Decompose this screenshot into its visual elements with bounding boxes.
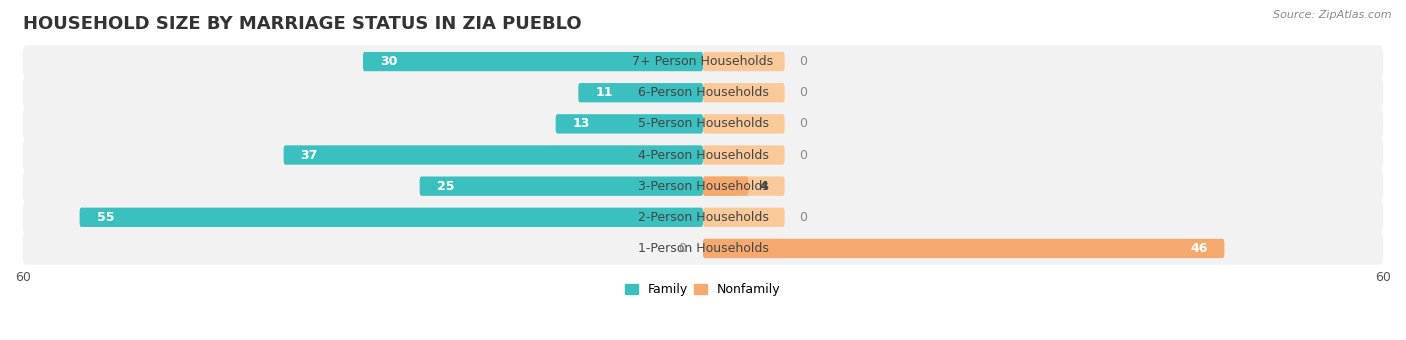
Text: Source: ZipAtlas.com: Source: ZipAtlas.com <box>1274 10 1392 20</box>
Text: 0: 0 <box>678 242 686 255</box>
FancyBboxPatch shape <box>80 208 703 227</box>
FancyBboxPatch shape <box>22 76 1384 109</box>
Text: HOUSEHOLD SIZE BY MARRIAGE STATUS IN ZIA PUEBLO: HOUSEHOLD SIZE BY MARRIAGE STATUS IN ZIA… <box>22 15 582 33</box>
FancyBboxPatch shape <box>22 201 1384 234</box>
Text: 13: 13 <box>572 117 591 130</box>
FancyBboxPatch shape <box>22 108 1384 140</box>
FancyBboxPatch shape <box>703 239 785 258</box>
FancyBboxPatch shape <box>22 139 1384 171</box>
Text: 4-Person Households: 4-Person Households <box>630 149 776 162</box>
Text: 0: 0 <box>800 55 807 68</box>
Text: 37: 37 <box>301 149 318 162</box>
Text: 0: 0 <box>800 211 807 224</box>
Text: 5-Person Households: 5-Person Households <box>630 117 776 130</box>
Text: 0: 0 <box>800 149 807 162</box>
Text: 11: 11 <box>595 86 613 99</box>
Text: 0: 0 <box>800 86 807 99</box>
Text: 3-Person Households: 3-Person Households <box>630 180 776 193</box>
Text: 30: 30 <box>380 55 398 68</box>
FancyBboxPatch shape <box>22 232 1384 265</box>
FancyBboxPatch shape <box>22 170 1384 202</box>
FancyBboxPatch shape <box>703 52 785 71</box>
Text: 25: 25 <box>437 180 454 193</box>
FancyBboxPatch shape <box>703 176 785 196</box>
Legend: Family, Nonfamily: Family, Nonfamily <box>620 278 786 301</box>
FancyBboxPatch shape <box>703 208 785 227</box>
FancyBboxPatch shape <box>22 45 1384 78</box>
FancyBboxPatch shape <box>419 176 703 196</box>
FancyBboxPatch shape <box>703 239 1225 258</box>
Text: 2-Person Households: 2-Person Households <box>630 211 776 224</box>
FancyBboxPatch shape <box>578 83 703 102</box>
FancyBboxPatch shape <box>703 114 785 134</box>
FancyBboxPatch shape <box>703 83 785 102</box>
Text: 55: 55 <box>97 211 114 224</box>
Text: 7+ Person Households: 7+ Person Households <box>624 55 782 68</box>
FancyBboxPatch shape <box>363 52 703 71</box>
Text: 1-Person Households: 1-Person Households <box>630 242 776 255</box>
FancyBboxPatch shape <box>284 146 703 165</box>
Text: 0: 0 <box>800 117 807 130</box>
FancyBboxPatch shape <box>703 176 748 196</box>
FancyBboxPatch shape <box>555 114 703 134</box>
Text: 4: 4 <box>759 180 769 193</box>
Text: 6-Person Households: 6-Person Households <box>630 86 776 99</box>
FancyBboxPatch shape <box>703 146 785 165</box>
Text: 46: 46 <box>1189 242 1208 255</box>
